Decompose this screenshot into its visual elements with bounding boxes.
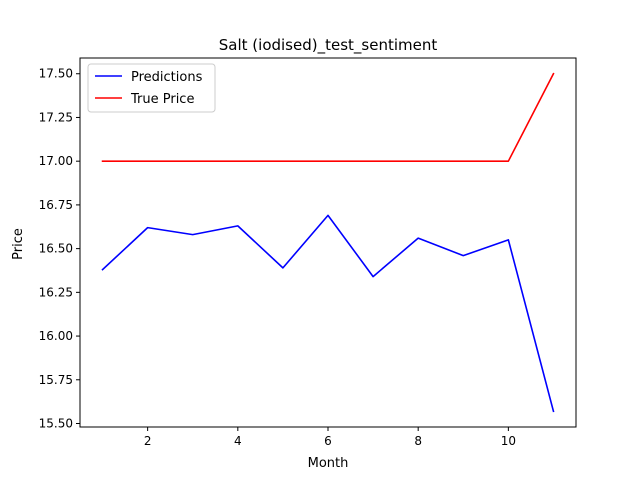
y-tick-label: 16.75 <box>39 198 73 212</box>
y-axis-label: Price <box>11 228 26 260</box>
y-tick-label: 16.25 <box>39 285 73 299</box>
y-tick-label: 17.50 <box>39 67 73 81</box>
y-tick-label: 16.50 <box>39 242 73 256</box>
x-tick-label: 4 <box>234 434 242 448</box>
legend-label-predictions: Predictions <box>131 70 203 85</box>
series-line-true-price <box>101 72 555 162</box>
x-tick-label: 6 <box>324 434 332 448</box>
x-tick-label: 2 <box>144 434 152 448</box>
x-axis-label: Month <box>308 456 349 471</box>
x-tick-label: 8 <box>414 434 422 448</box>
x-tick-label: 10 <box>501 434 516 448</box>
chart-title: Salt (iodised)_test_sentiment <box>219 36 438 55</box>
series-line-predictions <box>101 214 555 413</box>
y-tick-label: 17.00 <box>39 154 73 168</box>
y-tick-label: 15.75 <box>39 373 73 387</box>
legend-label-true-price: True Price <box>130 92 194 107</box>
y-tick-label: 16.00 <box>39 329 73 343</box>
y-tick-label: 15.50 <box>39 417 73 431</box>
plot-area: 2 4 6 8 10 15.50 15.75 16.00 16.25 16.50 16.75 17.0… <box>39 57 577 448</box>
y-tick-label: 17.25 <box>39 110 73 124</box>
